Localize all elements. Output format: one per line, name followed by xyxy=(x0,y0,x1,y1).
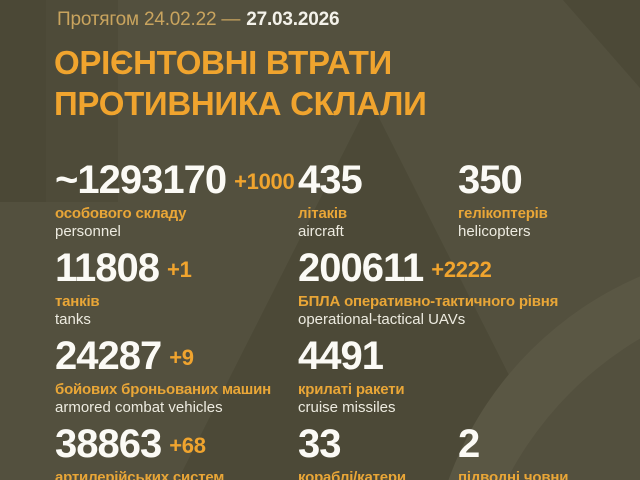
stat-delta: +1000 xyxy=(234,169,295,194)
reporting-period: Протягом 24.02.22 —27.03.2026 xyxy=(57,9,340,31)
stat-value: ~1293170 xyxy=(55,158,227,202)
stat-label-ua: підводні човни xyxy=(458,469,569,480)
stat-label-ua: танків xyxy=(55,293,100,310)
stat-value: 200611 xyxy=(298,246,424,290)
trident-left-prong-dark-shape xyxy=(0,0,46,202)
stat-label-en: operational-tactical UAVs xyxy=(298,311,466,328)
stat-value: 350 xyxy=(458,158,523,202)
stat-value: 4491 xyxy=(298,334,384,378)
stat-delta: +2222 xyxy=(431,257,492,282)
stat-value: 2 xyxy=(458,422,480,466)
stat-submarines: 2 підводні човни xyxy=(458,424,568,480)
stat-delta: +68 xyxy=(169,433,206,458)
stat-personnel: ~1293170 +1000 особового складу personnel xyxy=(55,158,295,240)
stat-label-ua: особового складу xyxy=(55,205,187,222)
stat-tanks: 11808 +1 танків tanks xyxy=(55,248,192,328)
stat-label-en: aircraft xyxy=(298,223,344,240)
stat-uavs: 200611 +2222 БПЛА оперативно-тактичного р… xyxy=(298,248,558,328)
stat-delta: +9 xyxy=(169,345,194,370)
period-prefix: Протягом 24.02.22 — xyxy=(57,9,241,30)
stat-value: 24287 xyxy=(55,334,162,378)
stat-label-en: personnel xyxy=(55,223,121,240)
stat-label-ua: артилерійських систем xyxy=(55,469,225,480)
stat-label-ua: крилаті ракети xyxy=(298,381,405,398)
page-title-line1: ОРІЄНТОВНІ ВТРАТИ xyxy=(54,44,392,81)
stat-value: 435 xyxy=(298,158,363,202)
stat-label-ua: БПЛА оперативно-тактичного рівня xyxy=(298,293,559,310)
stat-label-ua: літаків xyxy=(298,205,347,222)
stat-label-en: cruise missiles xyxy=(298,399,396,416)
stat-ships: 33 кораблі/катери xyxy=(298,424,406,480)
stat-label-en: armored combat vehicles xyxy=(55,399,223,416)
stat-label-ua: гелікоптерів xyxy=(458,205,548,222)
stat-armored-vehicles: 24287 +9 бойових броньованих машин armore… xyxy=(55,336,271,416)
page-title-line2: ПРОТИВНИКА СКЛАЛИ xyxy=(54,85,427,122)
stat-cruise-missiles: 4491 крилаті ракети cruise missiles xyxy=(298,334,405,416)
stat-label-en: helicopters xyxy=(458,223,531,240)
stat-value: 11808 xyxy=(55,246,160,290)
stat-label-ua: кораблі/катери xyxy=(298,469,406,480)
page-title: ОРІЄНТОВНІ ВТРАТИ ПРОТИВНИКА СКЛАЛИ xyxy=(54,42,427,124)
stat-label-ua: бойових броньованих машин xyxy=(55,381,271,398)
period-end-date: 27.03.2026 xyxy=(246,9,340,30)
stat-delta: +1 xyxy=(167,257,192,282)
stat-artillery: 38863 +68 артилерійських систем xyxy=(55,424,224,480)
stat-label-en: tanks xyxy=(55,311,91,328)
stat-value: 38863 xyxy=(55,422,162,466)
stat-aircraft: 435 літаків aircraft xyxy=(298,158,363,240)
stat-helicopters: 350 гелікоптерів helicopters xyxy=(458,160,548,240)
stat-value: 33 xyxy=(298,422,341,466)
corner-wedge-shape xyxy=(563,0,640,88)
